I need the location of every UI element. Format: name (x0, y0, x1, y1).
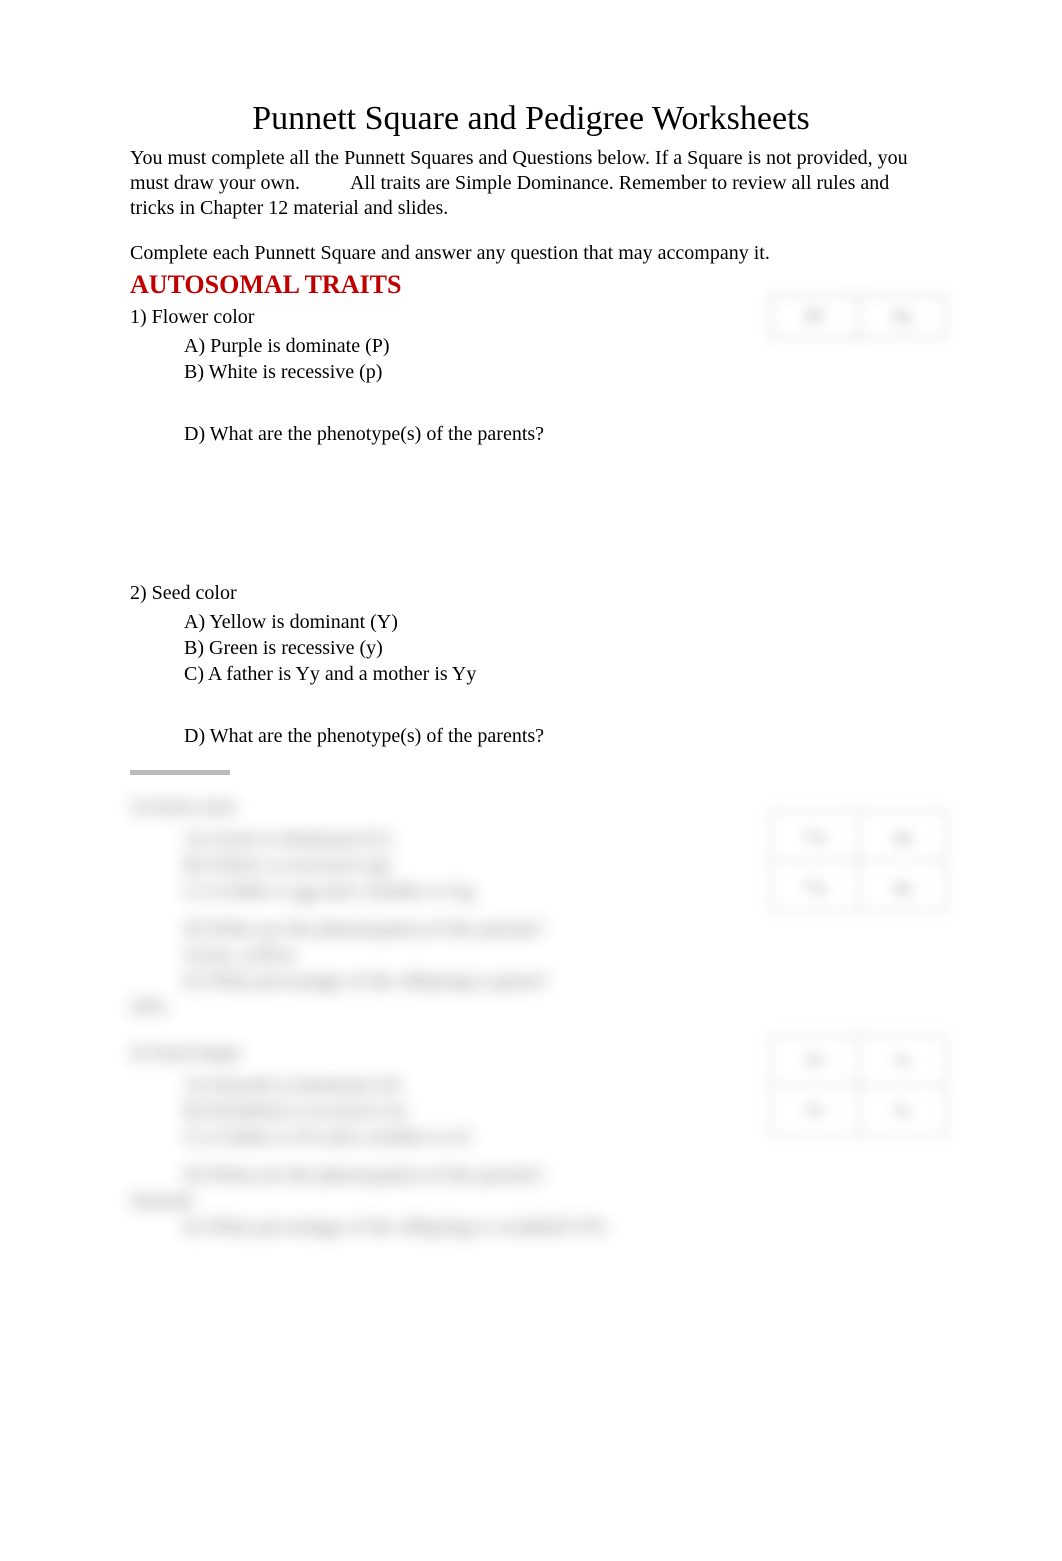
punnett-cell: gg (859, 861, 947, 911)
punnett-cell: gg (859, 811, 947, 861)
question-3-e: E) What percentage of the offspring is g… (184, 968, 962, 994)
punnett-cell: Pp (859, 296, 947, 338)
punnett-cell: Gg (771, 861, 859, 911)
question-4-d: D) What are the phenotype(s) of the pare… (184, 1162, 962, 1188)
question-3-answer: 50% (130, 994, 962, 1020)
question-2-c: C) A father is Yy and a mother is Yy (184, 661, 932, 687)
punnett-cell: PP (771, 296, 859, 338)
question-1-d: D) What are the phenotype(s) of the pare… (184, 421, 932, 447)
punnett-cell: Ss (859, 1086, 947, 1136)
punnett-cell: Ss (859, 1036, 947, 1086)
question-4-e: E) What percentage of the offspring is w… (184, 1214, 962, 1240)
instructions-paragraph-2: Complete each Punnett Square and answer … (130, 241, 932, 266)
question-3-d: D) What are the phenotype(s) of the pare… (184, 916, 962, 942)
instructions-paragraph-1: You must complete all the Punnett Square… (130, 146, 932, 221)
question-2-title: 2) Seed color (130, 582, 932, 605)
punnett-cell: Gg (771, 811, 859, 861)
question-3-d-answer: Green, yellow (184, 942, 962, 968)
punnett-cell: SS (771, 1036, 859, 1086)
question-2-b: B) Green is recessive (y) (184, 635, 932, 661)
question-1-b: B) White is recessive (p) (184, 359, 932, 385)
punnett-square-2: Gg gg Gg gg (770, 810, 947, 911)
partial-visible-line (130, 770, 230, 775)
question-2-d: D) What are the phenotype(s) of the pare… (184, 723, 932, 749)
punnett-cell: SS (771, 1086, 859, 1136)
punnett-square-3: SS Ss SS Ss (770, 1035, 947, 1136)
question-2-a: A) Yellow is dominant (Y) (184, 609, 932, 635)
page-title: Punnett Square and Pedigree Worksheets (130, 100, 932, 138)
question-4-d-answer: Smooth (130, 1188, 962, 1214)
punnett-square-1: PP Pp (770, 295, 947, 338)
